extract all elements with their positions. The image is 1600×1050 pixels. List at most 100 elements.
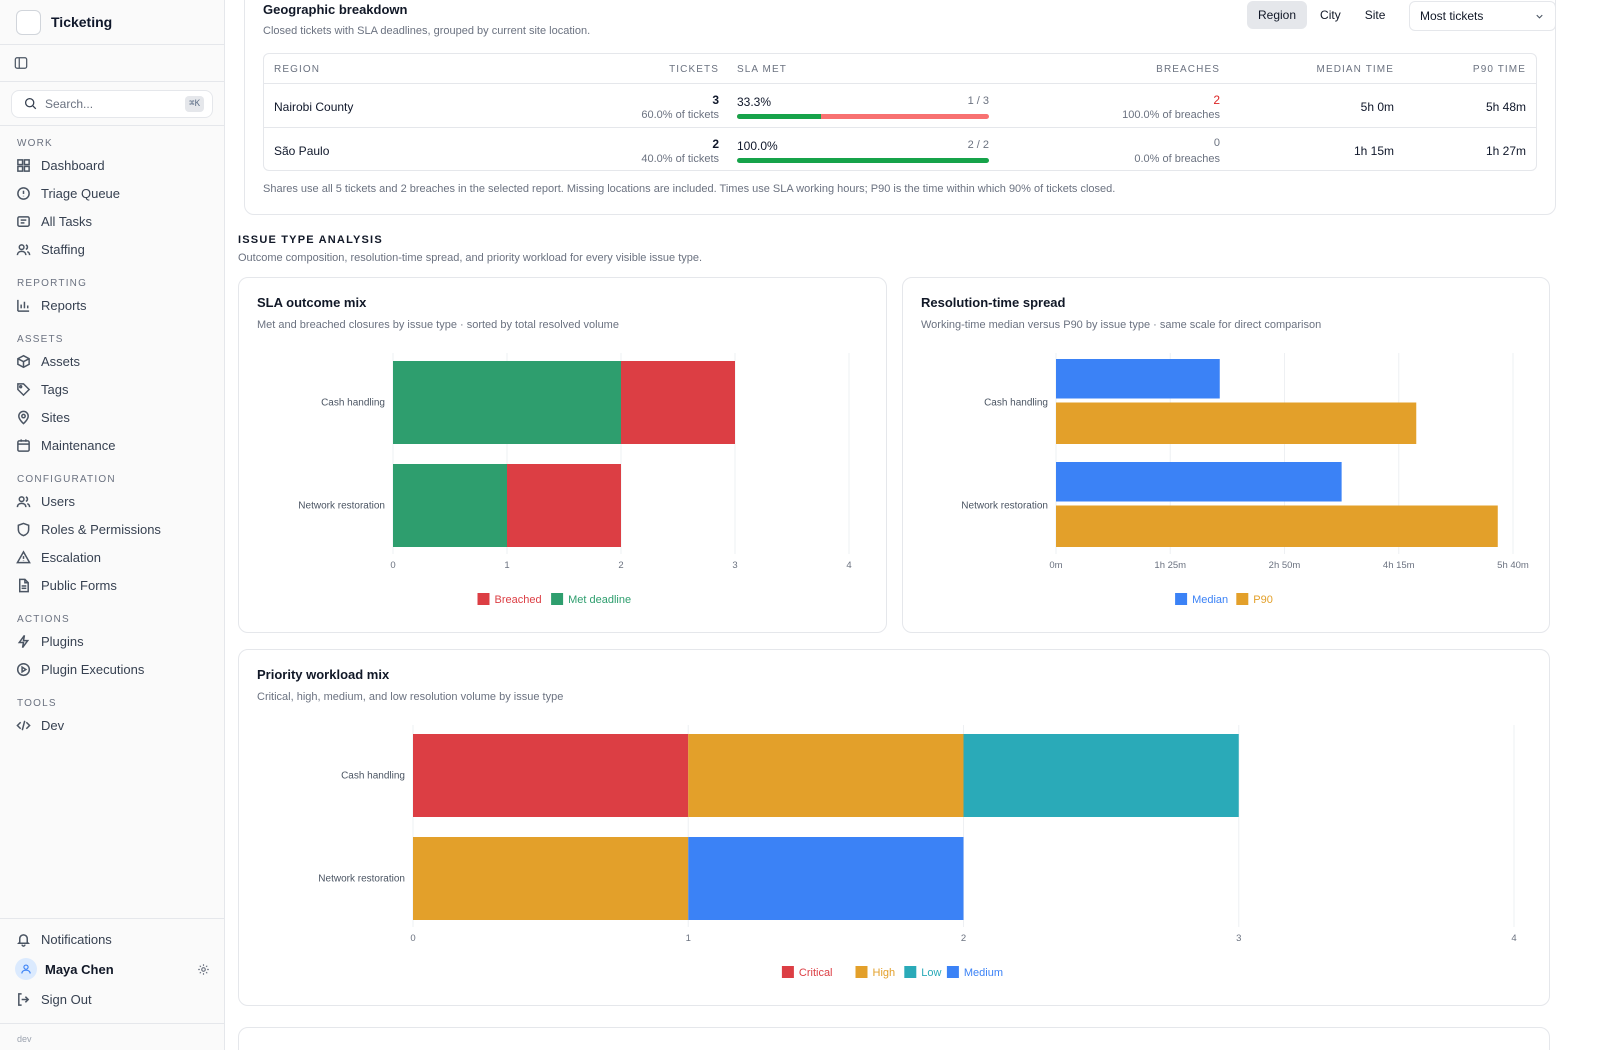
sidebar-item-roles-permissions[interactable]: Roles & Permissions bbox=[0, 515, 224, 543]
environment-label: dev bbox=[0, 1023, 225, 1050]
brand[interactable]: Ticketing bbox=[0, 0, 224, 45]
x-tick-label: 4 bbox=[846, 560, 851, 571]
user-menu[interactable]: Maya Chen bbox=[0, 953, 225, 985]
bar-breached bbox=[507, 464, 621, 547]
table-row[interactable]: Nairobi County 3 60.0% of tickets 33.3% … bbox=[264, 84, 1536, 128]
code-icon bbox=[15, 717, 31, 733]
sla-chart-title: SLA outcome mix bbox=[257, 295, 367, 310]
col-breaches: BREACHES bbox=[1156, 64, 1220, 75]
sign-out-link[interactable]: Sign Out bbox=[0, 985, 225, 1013]
p90-time: 5h 48m bbox=[1485, 100, 1526, 114]
bar-high bbox=[688, 734, 964, 817]
table-header: REGION TICKETS SLA MET BREACHES MEDIAN T… bbox=[264, 54, 1536, 84]
breach-share: 0.0% of breaches bbox=[1134, 153, 1220, 165]
sidebar-item-users[interactable]: Users bbox=[0, 487, 224, 515]
sla-met-percent: 100.0% bbox=[737, 139, 778, 153]
sidebar-item-sites[interactable]: Sites bbox=[0, 403, 224, 431]
sla-progress-fill bbox=[737, 114, 821, 119]
x-tick-label: 1 bbox=[686, 933, 691, 944]
sidebar-item-tags[interactable]: Tags bbox=[0, 375, 224, 403]
sidebar-footer: Notifications Maya Chen Sign Out dev bbox=[0, 918, 225, 1050]
bar-median bbox=[1056, 359, 1220, 399]
issue-section-title: ISSUE TYPE ANALYSIS bbox=[238, 234, 383, 246]
users-icon bbox=[15, 241, 31, 257]
nav-section-title: TOOLS bbox=[17, 698, 57, 709]
x-tick-label: 1h 25m bbox=[1154, 560, 1186, 571]
search-input[interactable]: Search... ⌘K bbox=[11, 89, 213, 118]
sidebar-item-label: Public Forms bbox=[41, 577, 117, 593]
sidebar-item-plugins[interactable]: Plugins bbox=[0, 627, 224, 655]
sla-met-ratio: 1 / 3 bbox=[967, 95, 989, 107]
tab-site[interactable]: Site bbox=[1364, 8, 1386, 22]
sidebar-item-public-forms[interactable]: Public Forms bbox=[0, 571, 224, 599]
sidebar-nav: WORK Dashboard Triage Queue All Tasks Staffi… bbox=[0, 126, 224, 739]
sort-select[interactable]: Most tickets bbox=[1409, 1, 1556, 31]
legend-label: Medium bbox=[964, 967, 1003, 979]
notifications-link[interactable]: Notifications bbox=[0, 925, 225, 953]
col-tickets: TICKETS bbox=[669, 64, 719, 75]
tag-icon bbox=[15, 381, 31, 397]
pri-chart-title: Priority workload mix bbox=[257, 667, 390, 682]
sidebar-item-label: Staffing bbox=[41, 241, 85, 257]
sla-met-ratio: 2 / 2 bbox=[967, 139, 989, 151]
sidebar-item-assets[interactable]: Assets bbox=[0, 347, 224, 375]
table-row[interactable]: São Paulo 2 40.0% of tickets 100.0% 2 / … bbox=[264, 128, 1536, 170]
x-tick-label: 3 bbox=[1236, 933, 1241, 944]
tab-city[interactable]: City bbox=[1320, 8, 1341, 22]
app-logo bbox=[16, 9, 41, 35]
sidebar-item-label: Dashboard bbox=[41, 157, 105, 173]
res-chart-subtitle: Working-time median versus P90 by issue … bbox=[921, 319, 1322, 331]
sidebar-toggle-icon[interactable] bbox=[14, 56, 28, 70]
settings-gear-icon[interactable] bbox=[197, 963, 210, 976]
col-region: REGION bbox=[274, 64, 321, 75]
ticket-count: 3 bbox=[712, 93, 719, 107]
main-content: Geographic breakdown Closed tickets with… bbox=[225, 0, 1600, 1050]
breach-count: 2 bbox=[1213, 93, 1220, 107]
ticket-share: 40.0% of tickets bbox=[641, 153, 719, 165]
legend-label: High bbox=[873, 967, 896, 979]
sidebar-item-plugin-executions[interactable]: Plugin Executions bbox=[0, 655, 224, 683]
bar-p90 bbox=[1056, 402, 1417, 444]
category-label: Network restoration bbox=[318, 874, 405, 885]
user-name: Maya Chen bbox=[45, 961, 114, 977]
sidebar-item-label: Assets bbox=[41, 353, 81, 369]
sidebar-item-staffing[interactable]: Staffing bbox=[0, 235, 224, 263]
sidebar-item-label: Tags bbox=[41, 381, 69, 397]
col-sla-met: SLA MET bbox=[737, 64, 787, 75]
shield-icon bbox=[15, 521, 31, 537]
tab-region[interactable]: Region bbox=[1247, 1, 1308, 29]
sidebar-item-escalation[interactable]: Escalation bbox=[0, 543, 224, 571]
document-icon bbox=[15, 577, 31, 593]
nav-section-title: WORK bbox=[17, 138, 53, 149]
x-tick-label: 4 bbox=[1511, 933, 1516, 944]
category-label: Network restoration bbox=[961, 501, 1048, 512]
grouping-tabs: Region City Site bbox=[1247, 1, 1398, 29]
sidebar-item-label: Plugin Executions bbox=[41, 661, 145, 677]
breach-share: 100.0% of breaches bbox=[1122, 109, 1220, 121]
sidebar-item-maintenance[interactable]: Maintenance bbox=[0, 431, 224, 459]
category-label: Cash handling bbox=[341, 771, 405, 782]
avatar bbox=[15, 958, 37, 980]
legend-swatch bbox=[1236, 593, 1249, 605]
bar-median bbox=[1056, 462, 1342, 502]
dashboard-icon bbox=[15, 157, 31, 173]
sidebar-item-dashboard[interactable]: Dashboard bbox=[0, 151, 224, 179]
bar-critical bbox=[413, 734, 689, 817]
region-name: Nairobi County bbox=[274, 100, 354, 114]
legend-swatch bbox=[1175, 593, 1188, 605]
legend-swatch bbox=[946, 966, 959, 978]
legend-swatch bbox=[904, 966, 917, 978]
sidebar-item-triage-queue[interactable]: Triage Queue bbox=[0, 179, 224, 207]
bar-breached bbox=[621, 361, 735, 444]
nav-section-title: ACTIONS bbox=[17, 614, 70, 625]
sidebar-item-all-tasks[interactable]: All Tasks bbox=[0, 207, 224, 235]
sidebar-item-dev[interactable]: Dev bbox=[0, 711, 224, 739]
sidebar-item-label: Maintenance bbox=[41, 437, 116, 453]
sidebar-item-reports[interactable]: Reports bbox=[0, 291, 224, 319]
notifications-label: Notifications bbox=[41, 931, 112, 947]
search-shortcut: ⌘K bbox=[185, 95, 204, 112]
sidebar-item-label: Users bbox=[41, 493, 75, 509]
sla-met-percent: 33.3% bbox=[737, 95, 772, 109]
priority-workload-card: Priority workload mix Critical, high, me… bbox=[238, 649, 1550, 1006]
legend-swatch bbox=[551, 593, 564, 605]
